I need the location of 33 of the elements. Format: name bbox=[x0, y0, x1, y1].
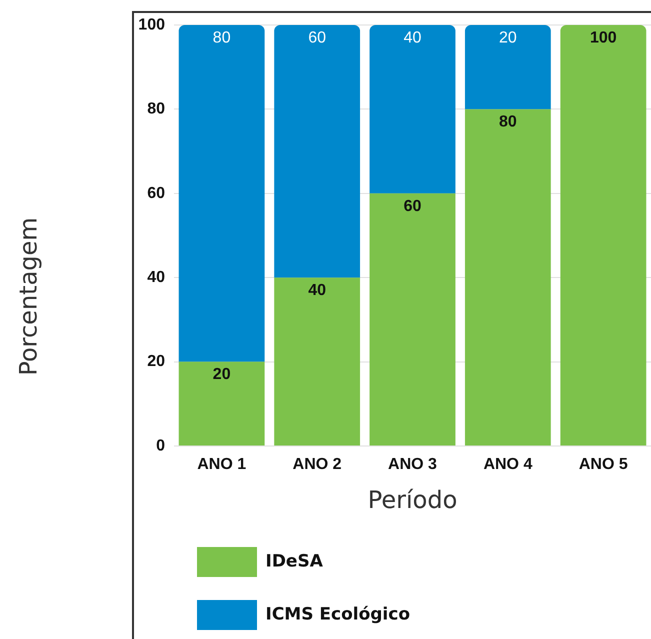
y-tick-label: 0 bbox=[156, 437, 166, 454]
bar bbox=[178, 362, 265, 446]
y-tick-label: 20 bbox=[147, 353, 166, 370]
x-tick-label: ANO 4 bbox=[483, 456, 532, 474]
y-tick-label: 60 bbox=[147, 184, 166, 202]
bar bbox=[560, 25, 646, 446]
y-tick-label: 100 bbox=[138, 16, 166, 34]
data-label: 40 bbox=[308, 282, 326, 300]
bar bbox=[178, 25, 265, 362]
bar bbox=[274, 278, 360, 446]
bar bbox=[370, 25, 456, 194]
y-tick-label: 40 bbox=[147, 269, 166, 286]
x-tick-label: ANO 5 bbox=[578, 456, 628, 474]
bar bbox=[464, 25, 551, 110]
bar bbox=[464, 109, 551, 446]
x-axis-title: Período bbox=[368, 486, 458, 514]
legend-label: IDeSA bbox=[266, 551, 324, 572]
y-tick-label: 80 bbox=[147, 100, 166, 118]
x-tick-label: ANO 3 bbox=[388, 456, 438, 474]
data-label: 60 bbox=[404, 198, 422, 215]
y-axis-title: Porcentagem bbox=[14, 217, 43, 376]
data-label: 20 bbox=[212, 366, 231, 384]
x-tick-label: ANO 2 bbox=[292, 456, 342, 474]
data-label: 80 bbox=[499, 114, 517, 131]
bar bbox=[370, 193, 456, 446]
bar bbox=[274, 25, 360, 278]
data-label: 80 bbox=[212, 29, 231, 46]
legend-label: ICMS Ecológico bbox=[266, 604, 410, 624]
data-label: 60 bbox=[308, 29, 326, 46]
x-tick-label: ANO 1 bbox=[197, 456, 246, 474]
data-label: 20 bbox=[499, 29, 517, 46]
data-label: 40 bbox=[404, 29, 422, 46]
data-label: 100 bbox=[590, 29, 617, 46]
